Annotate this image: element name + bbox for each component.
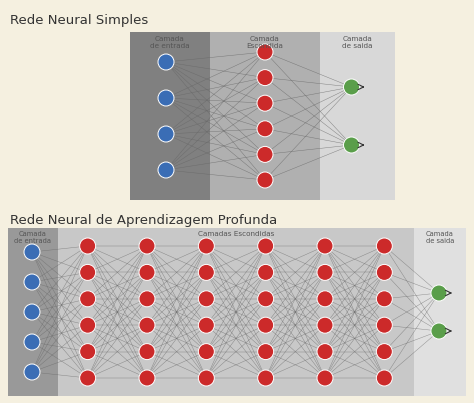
Circle shape	[376, 264, 392, 280]
Circle shape	[198, 238, 214, 254]
Circle shape	[344, 79, 359, 95]
Circle shape	[158, 90, 174, 106]
Circle shape	[257, 172, 273, 188]
Circle shape	[158, 126, 174, 142]
Circle shape	[376, 291, 392, 307]
Text: Camadas Escondidas: Camadas Escondidas	[198, 231, 274, 237]
Circle shape	[24, 364, 40, 380]
Circle shape	[376, 238, 392, 254]
Circle shape	[431, 323, 447, 339]
Circle shape	[317, 370, 333, 386]
Circle shape	[139, 370, 155, 386]
Circle shape	[139, 238, 155, 254]
Circle shape	[158, 162, 174, 178]
Circle shape	[376, 370, 392, 386]
Circle shape	[376, 344, 392, 359]
Bar	[8, 228, 58, 396]
Circle shape	[24, 244, 40, 260]
Circle shape	[24, 304, 40, 320]
Circle shape	[317, 238, 333, 254]
Text: Camada
de entrada: Camada de entrada	[150, 36, 190, 49]
Text: Camada
de saida: Camada de saida	[342, 36, 373, 49]
Bar	[320, 32, 395, 200]
Circle shape	[80, 264, 96, 280]
Circle shape	[198, 291, 214, 307]
Circle shape	[258, 291, 273, 307]
Circle shape	[376, 317, 392, 333]
Circle shape	[257, 95, 273, 111]
Circle shape	[198, 264, 214, 280]
Circle shape	[24, 334, 40, 350]
Bar	[58, 228, 414, 396]
Circle shape	[257, 146, 273, 162]
Circle shape	[80, 370, 96, 386]
Text: Camada
de saida: Camada de saida	[426, 231, 454, 244]
Circle shape	[80, 317, 96, 333]
Circle shape	[80, 238, 96, 254]
Circle shape	[258, 238, 273, 254]
Bar	[414, 228, 466, 396]
Circle shape	[258, 317, 273, 333]
Circle shape	[80, 291, 96, 307]
Circle shape	[317, 344, 333, 359]
Circle shape	[158, 54, 174, 70]
Text: Camada
de entrada: Camada de entrada	[15, 231, 52, 244]
Circle shape	[257, 70, 273, 85]
Text: Camada
Escondida: Camada Escondida	[246, 36, 283, 49]
Circle shape	[139, 317, 155, 333]
Circle shape	[198, 370, 214, 386]
Circle shape	[80, 344, 96, 359]
Circle shape	[198, 317, 214, 333]
Circle shape	[198, 344, 214, 359]
Text: Rede Neural Simples: Rede Neural Simples	[10, 14, 148, 27]
Circle shape	[258, 344, 273, 359]
Circle shape	[317, 264, 333, 280]
Bar	[130, 32, 210, 200]
Circle shape	[257, 121, 273, 137]
Circle shape	[24, 274, 40, 290]
Circle shape	[139, 344, 155, 359]
Circle shape	[257, 44, 273, 60]
Circle shape	[317, 317, 333, 333]
Circle shape	[317, 291, 333, 307]
Circle shape	[258, 370, 273, 386]
Circle shape	[139, 291, 155, 307]
Circle shape	[139, 264, 155, 280]
Circle shape	[431, 285, 447, 301]
Text: Rede Neural de Aprendizagem Profunda: Rede Neural de Aprendizagem Profunda	[10, 214, 277, 227]
Circle shape	[258, 264, 273, 280]
Bar	[210, 32, 320, 200]
Circle shape	[344, 137, 359, 153]
